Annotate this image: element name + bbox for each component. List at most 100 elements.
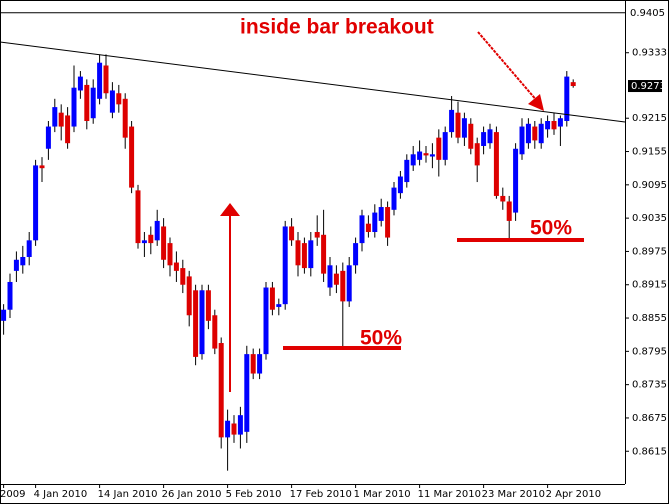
- x-tick-label: 11 Mar 2010: [418, 489, 481, 500]
- y-tick-label: 0.9035: [632, 213, 667, 224]
- candle-body: [33, 165, 39, 241]
- candle-body: [513, 148, 519, 213]
- candle-body: [212, 315, 218, 349]
- x-tick-label: 14 Jan 2010: [98, 489, 158, 500]
- candle-body: [186, 276, 192, 316]
- candle-body: [545, 121, 551, 130]
- arrow-head: [528, 94, 544, 111]
- x-tick-label: 26 Jan 2010: [162, 489, 222, 500]
- candle-body: [250, 354, 256, 374]
- x-tick-label: 23 Mar 2010: [482, 489, 545, 500]
- x-tick-label: 1 Mar 2010: [354, 489, 411, 500]
- arrow-head: [220, 203, 240, 216]
- candle-body: [65, 115, 71, 144]
- candle-body: [225, 420, 231, 438]
- y-tick-label: 0.8615: [632, 446, 667, 457]
- candle-body: [436, 137, 442, 160]
- y-tick-label: 0.8675: [632, 413, 667, 424]
- candle-body: [410, 154, 416, 166]
- candle-body: [321, 234, 327, 274]
- candle-body: [193, 290, 199, 357]
- candle-body: [276, 304, 282, 307]
- candle-body: [423, 153, 429, 156]
- y-tick-label: 0.8915: [632, 280, 667, 291]
- candle-body: [538, 123, 544, 144]
- candle-body: [308, 240, 314, 269]
- candle-body: [129, 126, 135, 188]
- level-label: 0.9405: [630, 8, 665, 19]
- candle-body: [39, 165, 45, 169]
- last-price-box: [628, 80, 662, 93]
- y-tick-label: 0.8975: [632, 246, 667, 257]
- candle-body: [532, 126, 538, 141]
- y-tick-label: 0.8855: [632, 313, 667, 324]
- annotation: 50%: [360, 327, 402, 350]
- candle-body: [58, 112, 64, 127]
- candle-body: [295, 240, 301, 266]
- candle-body: [429, 154, 435, 157]
- candle-body: [391, 187, 397, 210]
- candle-body: [385, 207, 391, 238]
- x-tick-label: 4 Jan 2010: [34, 489, 88, 500]
- x-tick-label: 5 Feb 2010: [226, 489, 282, 500]
- candle-body: [109, 90, 115, 113]
- y-tick-label: 0.9095: [632, 180, 667, 191]
- last-price-label: 0.9273: [631, 81, 666, 92]
- candle-body: [161, 226, 167, 260]
- candle-body: [404, 159, 410, 183]
- y-tick-label: 0.9155: [632, 147, 667, 158]
- candle-body: [340, 270, 346, 302]
- candle-body: [90, 87, 96, 119]
- candle-body: [135, 190, 141, 244]
- candle-body: [269, 287, 275, 310]
- y-tick-label: 0.8735: [632, 380, 667, 391]
- candle-body: [557, 118, 563, 127]
- candle-body: [180, 268, 186, 285]
- candle-body: [13, 259, 19, 271]
- candle-body: [397, 176, 403, 194]
- candle-body: [570, 82, 576, 87]
- candle-body: [141, 240, 147, 244]
- candle-body: [71, 87, 77, 127]
- y-tick-label: 0.8795: [632, 346, 667, 357]
- candle-body: [84, 84, 90, 121]
- y-tick-label: 0.9215: [632, 113, 667, 124]
- candle-body: [500, 195, 506, 202]
- candle-body: [244, 354, 250, 432]
- candle-body: [417, 151, 423, 160]
- candle-body: [77, 76, 83, 91]
- candle-body: [449, 109, 455, 133]
- candle-body: [167, 243, 173, 266]
- candle-body: [551, 121, 557, 130]
- candle-body: [97, 62, 103, 99]
- candle-body: [263, 287, 269, 355]
- candle-body: [116, 93, 122, 105]
- candle-body: [525, 123, 531, 144]
- candle-body: [372, 212, 378, 233]
- candle-body: [365, 223, 371, 233]
- candle-body: [481, 132, 487, 146]
- candle-body: [1, 309, 7, 321]
- candle-body: [199, 290, 205, 355]
- candle-body: [314, 232, 320, 238]
- candle-body: [442, 132, 448, 160]
- candle-body: [346, 265, 352, 302]
- candle-body: [122, 98, 128, 138]
- x-tick-label: 17 Feb 2010: [290, 489, 352, 500]
- candle-body: [487, 129, 493, 144]
- trendline: [0, 41, 626, 123]
- candle-body: [359, 215, 365, 244]
- candle-body: [173, 262, 179, 271]
- annotation: 50%: [530, 217, 572, 240]
- candle-body: [237, 415, 243, 435]
- candle-body: [378, 207, 384, 221]
- candle-body: [7, 281, 13, 310]
- candle-body: [218, 343, 224, 438]
- annotation: inside bar breakout: [240, 16, 434, 39]
- candle-body: [205, 290, 211, 321]
- candle-body: [257, 354, 263, 374]
- candle-body: [20, 256, 26, 266]
- candle-body: [26, 240, 32, 257]
- candle-body: [282, 226, 288, 305]
